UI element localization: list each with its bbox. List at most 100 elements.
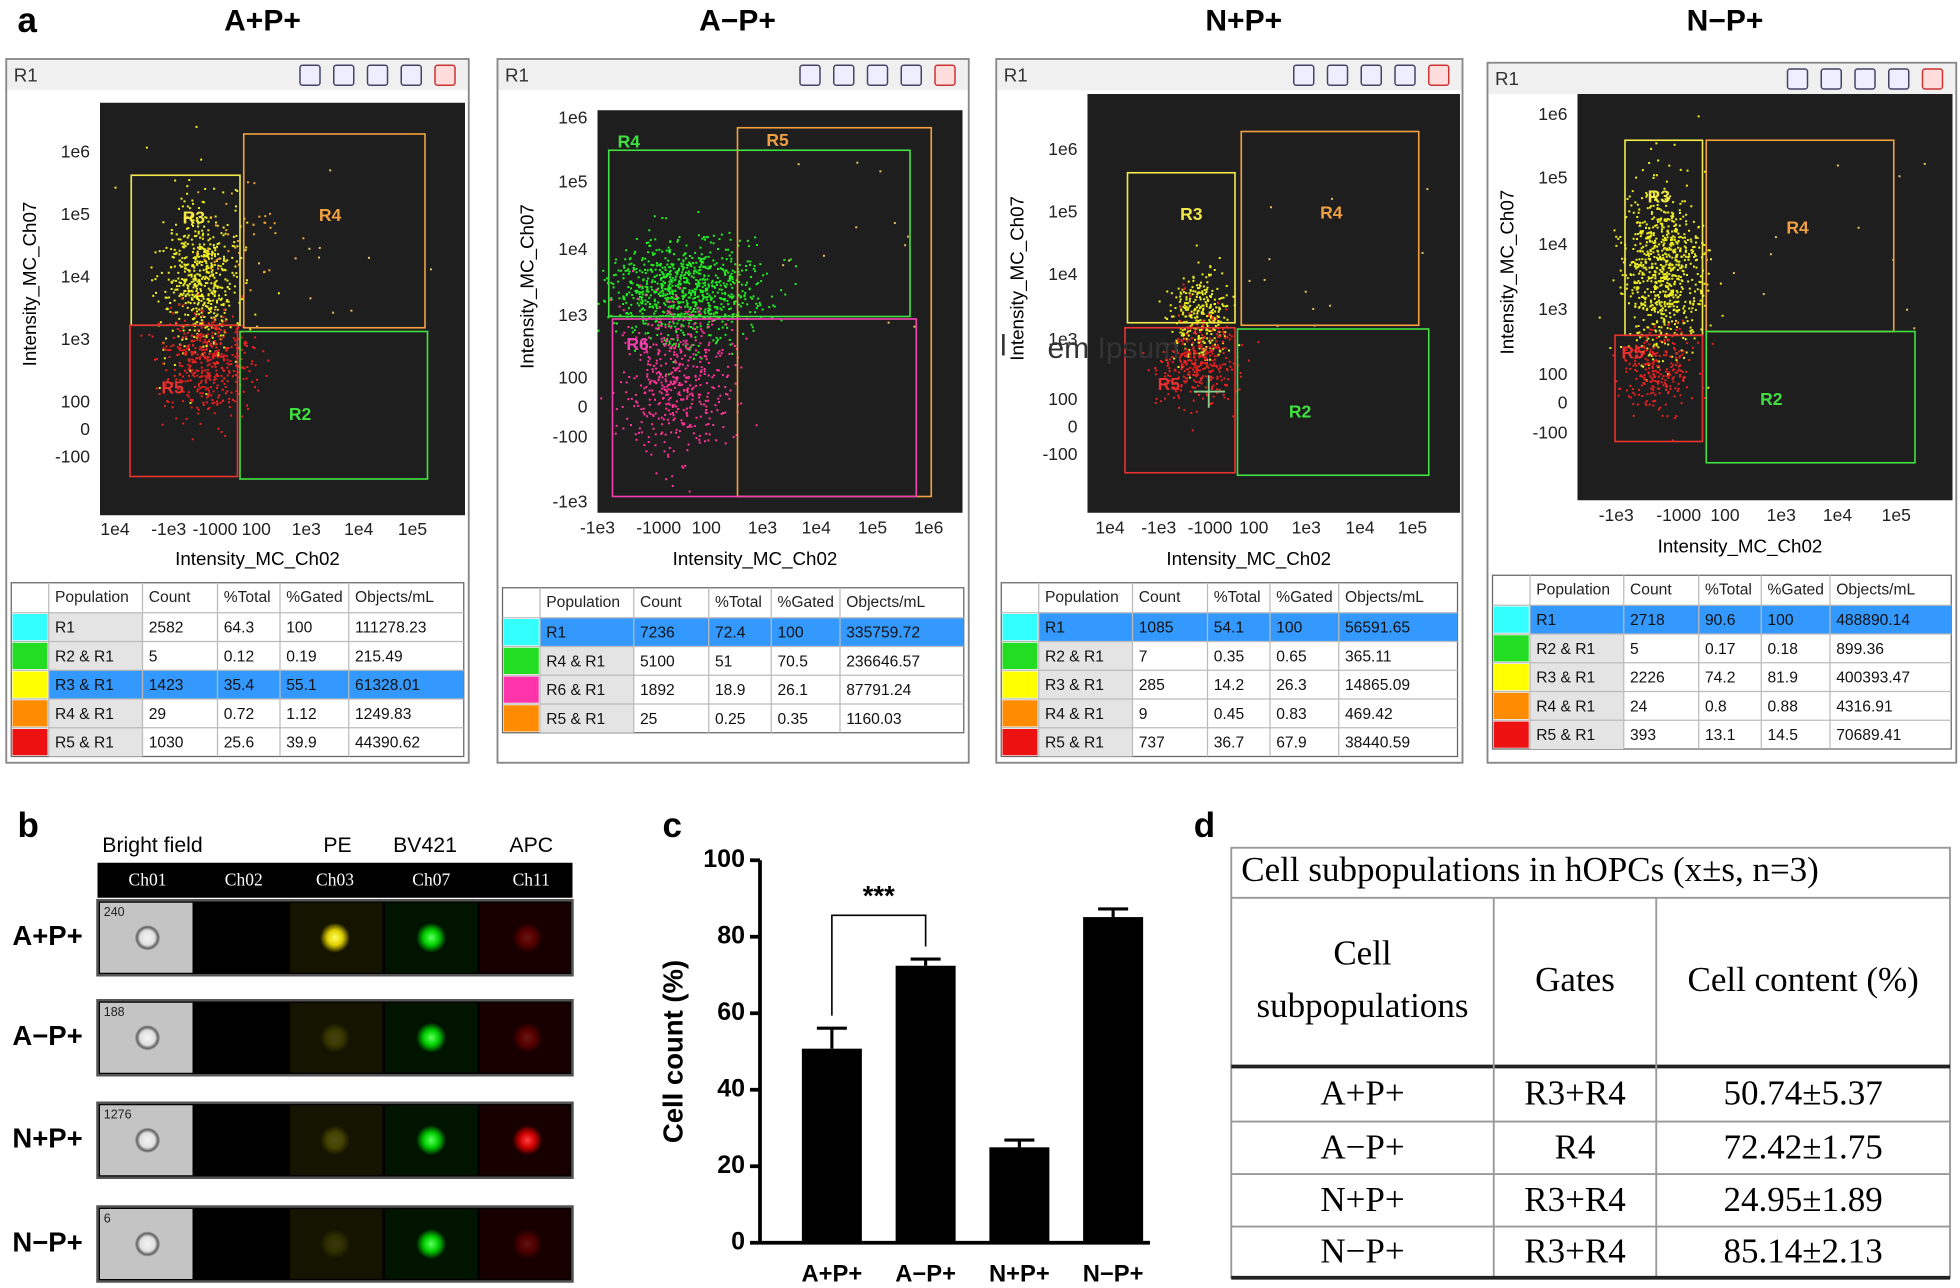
event-dot: [205, 393, 207, 395]
y-tick-label: 1e6: [1048, 139, 1077, 159]
event-dot: [188, 375, 190, 377]
event-dot: [1637, 221, 1639, 223]
event-dot: [633, 297, 635, 299]
apc-spot: [513, 1125, 543, 1155]
event-dot: [1651, 211, 1653, 213]
event-dot: [1213, 385, 1215, 387]
event-dot: [178, 304, 180, 306]
event-dot: [669, 251, 671, 253]
event-dot: [1205, 350, 1207, 352]
event-dot: [721, 257, 723, 259]
event-dot: [1691, 397, 1693, 399]
event-dot: [1207, 325, 1209, 327]
event-dot: [749, 264, 751, 266]
event-dot: [1690, 311, 1692, 313]
event-dot: [678, 258, 680, 260]
event-dot: [1685, 338, 1687, 340]
event-dot: [215, 306, 217, 308]
event-dot: [742, 333, 744, 335]
event-dot: [1670, 362, 1672, 364]
event-dot: [685, 252, 687, 254]
event-dot: [215, 370, 217, 372]
event-dot: [1213, 365, 1215, 367]
event-dot: [695, 379, 697, 381]
event-dot: [1662, 239, 1664, 241]
event-dot: [1659, 302, 1661, 304]
event-dot: [664, 441, 666, 443]
x-tick-label: 1e5: [858, 518, 887, 538]
table-cell: 1160.03: [846, 711, 901, 728]
event-dot: [645, 294, 647, 296]
event-dot: [661, 392, 663, 394]
event-dot: [1201, 362, 1203, 364]
event-dot: [246, 405, 248, 407]
event-dot: [1180, 299, 1182, 301]
event-dot: [1645, 358, 1647, 360]
event-dot: [693, 323, 695, 325]
channel-label: Ch02: [225, 870, 263, 890]
event-dot: [656, 372, 658, 374]
event-dot: [233, 370, 235, 372]
event-dot: [645, 386, 647, 388]
event-dot: [1216, 383, 1218, 385]
event-dot: [654, 291, 656, 293]
event-dot: [215, 347, 217, 349]
event-dot: [745, 265, 747, 267]
event-dot: [681, 271, 683, 273]
event-dot: [654, 303, 656, 305]
event-dot: [1683, 357, 1685, 359]
event-dot: [682, 259, 684, 261]
event-dot: [213, 390, 215, 392]
event-dot: [640, 408, 642, 410]
event-dot: [209, 289, 211, 291]
channel-label: Ch03: [316, 870, 354, 890]
event-dot: [1649, 343, 1651, 345]
event-dot: [1669, 316, 1671, 318]
event-dot: [705, 297, 707, 299]
event-dot: [678, 343, 680, 345]
event-dot: [714, 295, 716, 297]
event-dot: [676, 411, 678, 413]
table-cell: 0.8: [1705, 698, 1727, 715]
event-dot: [655, 310, 657, 312]
event-dot: [1648, 255, 1650, 257]
event-dot: [225, 386, 227, 388]
event-dot: [1185, 292, 1187, 294]
event-dot: [1653, 256, 1655, 258]
event-dot: [195, 259, 197, 261]
event-dot: [179, 260, 181, 262]
event-dot: [678, 384, 680, 386]
event-dot: [729, 275, 731, 277]
event-dot: [692, 262, 694, 264]
event-dot: [646, 280, 648, 282]
event-dot: [1665, 315, 1667, 317]
event-dot: [733, 295, 735, 297]
event-dot: [1659, 369, 1661, 371]
event-dot: [679, 430, 681, 432]
event-dot: [675, 343, 677, 345]
event-dot: [1664, 379, 1666, 381]
event-dot: [1227, 319, 1229, 321]
event-dot: [1219, 335, 1221, 337]
event-dot: [193, 267, 195, 269]
event-dot: [162, 342, 164, 344]
event-dot: [235, 344, 237, 346]
event-dot: [214, 412, 216, 414]
event-dot: [203, 355, 205, 357]
event-dot: [1198, 394, 1200, 396]
event-dot: [329, 169, 331, 171]
event-dot: [181, 278, 183, 280]
event-dot: [254, 347, 256, 349]
event-dot: [207, 365, 209, 367]
event-dot: [1697, 237, 1699, 239]
event-dot: [1645, 259, 1647, 261]
row-swatch: [1494, 664, 1529, 690]
event-dot: [665, 378, 667, 380]
event-dot: [1629, 368, 1631, 370]
event-dot: [1165, 317, 1167, 319]
event-dot: [217, 397, 219, 399]
event-dot: [222, 380, 224, 382]
event-dot: [264, 271, 266, 273]
event-dot: [664, 339, 666, 341]
event-dot: [1422, 252, 1424, 254]
